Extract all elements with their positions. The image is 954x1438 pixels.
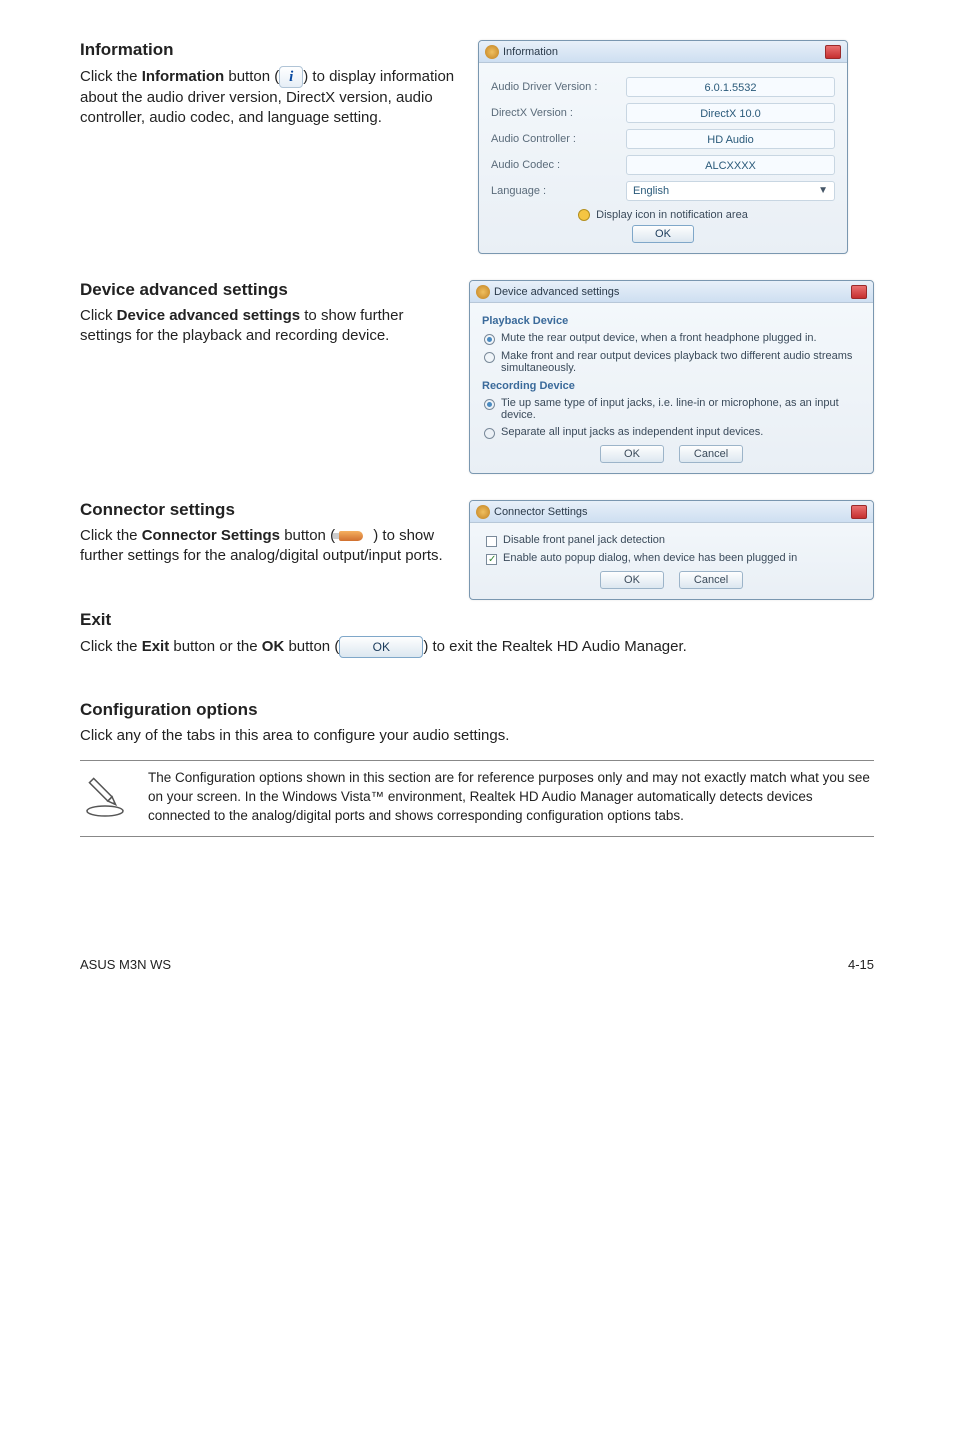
checkbox-label: Disable front panel jack detection xyxy=(503,534,665,547)
dialog-titlebar: Information xyxy=(479,41,847,63)
playback-option-1[interactable]: Mute the rear output device, when a fron… xyxy=(484,332,859,345)
cancel-button[interactable]: Cancel xyxy=(679,571,743,589)
information-dialog: Information Audio Driver Version : 6.0.1… xyxy=(478,40,848,254)
information-icon[interactable]: i xyxy=(279,66,303,88)
dialog-title-text: Connector Settings xyxy=(494,506,588,518)
value-audio-driver-version: 6.0.1.5532 xyxy=(626,77,835,97)
enable-auto-popup-checkbox[interactable]: Enable auto popup dialog, when device ha… xyxy=(486,552,857,565)
label-language: Language : xyxy=(491,185,626,197)
device-advanced-dialog: Device advanced settings Playback Device… xyxy=(469,280,874,474)
text: button ( xyxy=(284,638,339,655)
option-text: Separate all input jacks as independent … xyxy=(501,426,763,439)
close-icon[interactable] xyxy=(851,505,867,519)
dialog-titlebar: Connector Settings xyxy=(470,501,873,523)
text: Click the xyxy=(80,527,142,544)
configuration-paragraph: Click any of the tabs in this area to co… xyxy=(80,726,874,746)
ok-button[interactable]: OK xyxy=(600,571,664,589)
option-text: Make front and rear output devices playb… xyxy=(501,350,859,374)
checkbox-icon xyxy=(486,536,497,547)
option-text: Mute the rear output device, when a fron… xyxy=(501,332,817,345)
footer-left: ASUS M3N WS xyxy=(80,957,171,972)
display-icon-text: Display icon in notification area xyxy=(596,209,748,221)
information-paragraph: Click the Information button (i) to disp… xyxy=(80,66,460,129)
radio-icon xyxy=(484,334,495,345)
cancel-button[interactable]: Cancel xyxy=(679,445,743,463)
device-advanced-paragraph: Click Device advanced settings to show f… xyxy=(80,306,451,347)
dialog-title-text: Device advanced settings xyxy=(494,286,619,298)
text: button ( xyxy=(224,68,279,85)
label-audio-codec: Audio Codec : xyxy=(491,159,626,171)
chevron-down-icon: ▼ xyxy=(818,182,828,200)
radio-icon xyxy=(484,428,495,439)
footer-right: 4-15 xyxy=(848,957,874,972)
note-block: The Configuration options shown in this … xyxy=(80,769,874,826)
option-text: Tie up same type of input jacks, i.e. li… xyxy=(501,397,859,421)
bold-ok: OK xyxy=(262,638,285,655)
checkbox-label: Enable auto popup dialog, when device ha… xyxy=(503,552,797,565)
label-audio-driver-version: Audio Driver Version : xyxy=(491,81,626,93)
label-directx-version: DirectX Version : xyxy=(491,107,626,119)
speaker-icon xyxy=(476,285,490,299)
section-title-exit: Exit xyxy=(80,610,874,630)
section-title-device-advanced: Device advanced settings xyxy=(80,280,451,300)
note-text: The Configuration options shown in this … xyxy=(148,769,874,826)
radio-icon xyxy=(484,352,495,363)
ok-button[interactable]: OK xyxy=(600,445,664,463)
radio-icon xyxy=(484,399,495,410)
value-directx-version: DirectX 10.0 xyxy=(626,103,835,123)
value-audio-controller: HD Audio xyxy=(626,129,835,149)
bold-information: Information xyxy=(142,68,225,85)
recording-option-2[interactable]: Separate all input jacks as independent … xyxy=(484,426,859,439)
playback-option-2[interactable]: Make front and rear output devices playb… xyxy=(484,350,859,374)
dialog-titlebar: Device advanced settings xyxy=(470,281,873,303)
connector-jack-icon[interactable] xyxy=(339,527,373,545)
close-icon[interactable] xyxy=(851,285,867,299)
notification-area-icon xyxy=(578,209,590,221)
bold-device-advanced: Device advanced settings xyxy=(117,307,300,324)
section-title-connector: Connector settings xyxy=(80,500,451,520)
connector-settings-dialog: Connector Settings Disable front panel j… xyxy=(469,500,874,600)
exit-paragraph: Click the Exit button or the OK button (… xyxy=(80,636,874,658)
text: Click xyxy=(80,307,117,324)
language-select[interactable]: English ▼ xyxy=(626,181,835,201)
connector-paragraph: Click the Connector Settings button ( ) … xyxy=(80,526,451,567)
close-icon[interactable] xyxy=(825,45,841,59)
divider xyxy=(80,760,874,761)
pencil-note-icon xyxy=(80,769,130,824)
text: ) to exit the Realtek HD Audio Manager. xyxy=(423,638,686,655)
bold-exit: Exit xyxy=(142,638,170,655)
label-audio-controller: Audio Controller : xyxy=(491,133,626,145)
text: Click the xyxy=(80,68,142,85)
text: Click the xyxy=(80,638,142,655)
disable-front-panel-checkbox[interactable]: Disable front panel jack detection xyxy=(486,534,857,547)
text: button or the xyxy=(169,638,262,655)
playback-device-header: Playback Device xyxy=(482,315,861,327)
value-audio-codec: ALCXXXX xyxy=(626,155,835,175)
ok-button[interactable]: OK xyxy=(632,225,694,243)
recording-option-1[interactable]: Tie up same type of input jacks, i.e. li… xyxy=(484,397,859,421)
recording-device-header: Recording Device xyxy=(482,380,861,392)
checkbox-icon xyxy=(486,554,497,565)
speaker-icon xyxy=(485,45,499,59)
speaker-icon xyxy=(476,505,490,519)
text: button ( xyxy=(280,527,335,544)
divider xyxy=(80,836,874,837)
bold-connector-settings: Connector Settings xyxy=(142,527,280,544)
ok-button-inline[interactable]: OK xyxy=(339,636,423,658)
language-value: English xyxy=(633,182,669,200)
section-title-configuration: Configuration options xyxy=(80,700,874,720)
section-title-information: Information xyxy=(80,40,460,60)
dialog-title-text: Information xyxy=(503,46,558,58)
